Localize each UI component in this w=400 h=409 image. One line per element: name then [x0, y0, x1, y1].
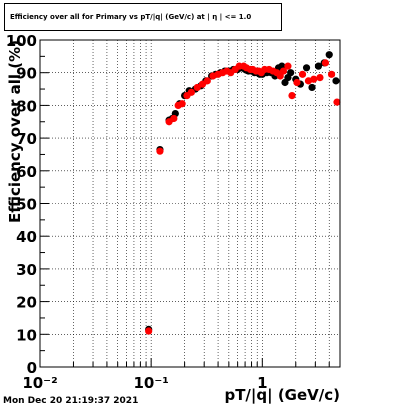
data-point: [284, 62, 292, 70]
y-axis-label: Efficiency over all (%): [6, 40, 24, 223]
y-tick-label: 90: [16, 65, 37, 83]
x-tick-label: 1: [257, 374, 267, 392]
data-point: [332, 77, 340, 85]
y-tick-label: 40: [16, 228, 37, 246]
chart-title: Efficiency over all for Primary vs pT/|q…: [4, 3, 282, 31]
y-tick-label: 70: [16, 130, 37, 148]
y-tick-label: 0: [27, 359, 37, 377]
data-point: [298, 70, 307, 78]
y-tick-label: 10: [16, 326, 37, 344]
y-tick-label: 50: [16, 196, 37, 214]
timestamp: Mon Dec 20 21:19:37 2021: [3, 396, 139, 406]
y-tick-label: 30: [16, 261, 37, 279]
data-point: [170, 114, 178, 123]
data-point: [302, 64, 311, 72]
data-point: [325, 51, 333, 59]
grid-lines: [40, 40, 341, 367]
data-point: [156, 147, 164, 155]
data-point: [333, 98, 341, 106]
y-tick-label: 100: [6, 32, 37, 50]
data-point: [316, 74, 324, 82]
x-tick-label: 10⁻²: [22, 374, 57, 392]
data-point: [321, 59, 330, 67]
data-point: [310, 75, 318, 83]
x-axis-label: pT/|q| (GeV/c): [224, 386, 340, 405]
data-point: [314, 62, 323, 70]
y-tick-label: 20: [16, 294, 37, 312]
y-tick-label: 60: [16, 163, 37, 181]
data-point: [187, 88, 195, 96]
data-point: [279, 67, 288, 75]
series-0: [145, 51, 340, 333]
data-point: [327, 70, 336, 78]
data-point: [308, 83, 316, 92]
data-point: [145, 327, 153, 335]
data-point: [203, 77, 211, 85]
axis-ticks: [39, 39, 341, 368]
data-point: [287, 69, 295, 77]
x-tick-label: 10⁻¹: [133, 374, 168, 392]
series-1: [145, 59, 341, 335]
data-point: [193, 83, 201, 92]
data-series: [145, 51, 341, 335]
y-tick-label: 80: [16, 97, 37, 115]
data-point: [178, 100, 186, 108]
data-point: [288, 91, 296, 100]
data-point: [293, 78, 301, 87]
